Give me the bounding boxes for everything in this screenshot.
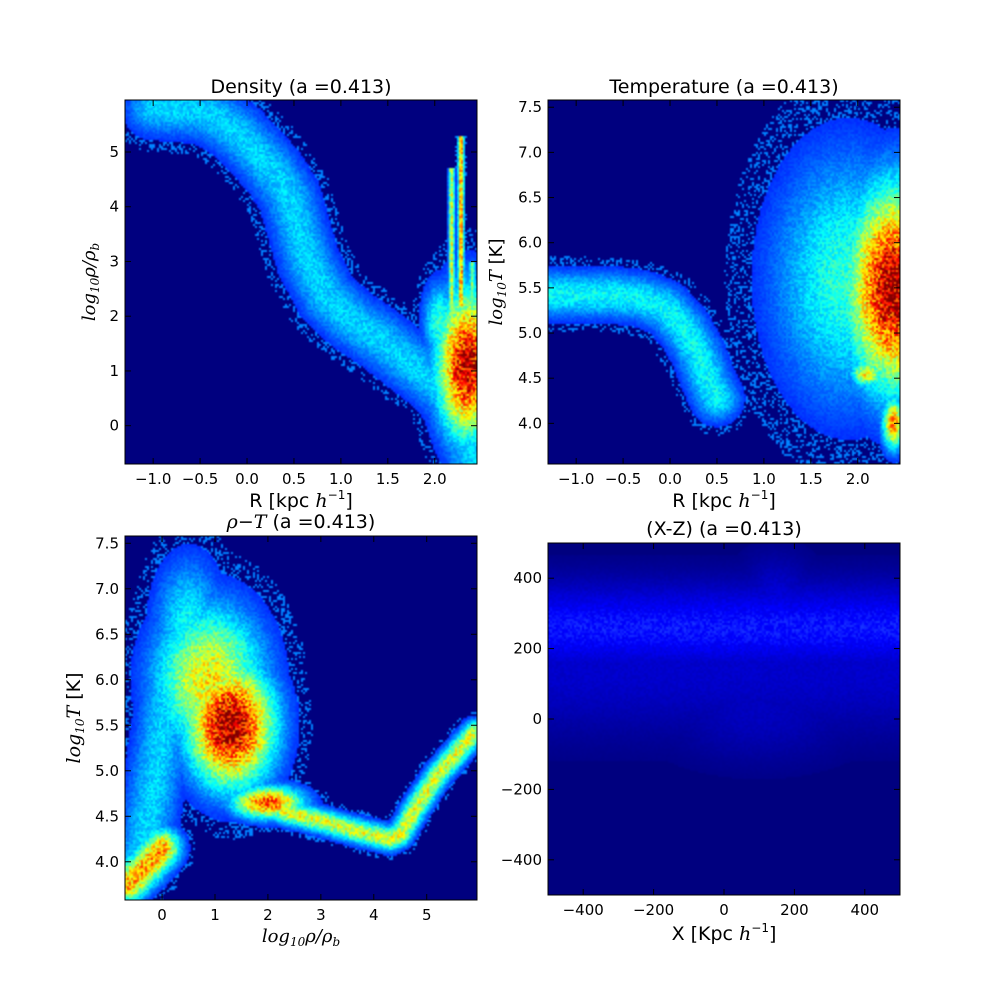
density-xtick-label: −0.5 xyxy=(182,470,218,488)
rho-t-ytick-label: 4.0 xyxy=(95,853,119,871)
xz-xtick-label: 400 xyxy=(850,901,879,919)
rho-t-ytick-label: 5.5 xyxy=(95,716,119,734)
rho-t-title: ρ−T (a =0.413) xyxy=(226,511,376,533)
temperature-ytick-label: 6.5 xyxy=(518,189,542,207)
xz-ytick-label: 400 xyxy=(513,569,542,587)
temperature-ticks: −1.0 −0.5 0.0 0.5 1.0 1.5 2.0 4.0 4.5 5.0 5.5 6.0 6.… xyxy=(518,98,900,488)
panel-rho-t: ρ−T (a =0.413) 0 1 2 3 4 5 4.0 4.5 5.0 5.5 6.0 6.5 7… xyxy=(63,511,478,949)
temperature-xtick-label: −0.5 xyxy=(605,470,641,488)
density-ytick-label: 5 xyxy=(109,143,119,161)
rho-t-ylabel: log10T [K] xyxy=(63,673,87,764)
xz-xtick-label: −200 xyxy=(633,901,674,919)
temperature-ytick-label: 4.5 xyxy=(518,369,542,387)
density-xtick-label: 0.5 xyxy=(282,470,306,488)
rho-t-xtick-label: 4 xyxy=(369,906,379,924)
temperature-ytick-label: 7.5 xyxy=(518,98,542,116)
temperature-xtick-label: 0.5 xyxy=(705,470,729,488)
temperature-title: Temperature (a =0.413) xyxy=(608,76,838,98)
temperature-ytick-label: 6.0 xyxy=(518,234,542,252)
xz-title: (X-Z) (a =0.413) xyxy=(646,518,802,540)
xz-ytick-label: 200 xyxy=(513,640,542,658)
temperature-xtick-label: 0.0 xyxy=(658,470,682,488)
rho-t-ytick-label: 7.5 xyxy=(95,534,119,552)
xz-xtick-label: 200 xyxy=(780,901,809,919)
density-heatmap xyxy=(125,100,477,464)
density-xtick-label: 0.0 xyxy=(235,470,259,488)
density-ytick-label: 3 xyxy=(109,252,119,270)
xz-ytick-label: −200 xyxy=(501,780,542,798)
xz-ytick-label: −400 xyxy=(501,851,542,869)
temperature-axes-frame xyxy=(547,99,901,465)
temperature-xtick-label: 2.0 xyxy=(846,470,870,488)
rho-t-xtick-label: 2 xyxy=(263,906,273,924)
density-ytick-label: 1 xyxy=(109,362,119,380)
rho-t-xtick-label: 1 xyxy=(210,906,220,924)
density-ylabel: log10ρ/ρb xyxy=(79,243,102,321)
xz-xtick-label: 0 xyxy=(719,901,729,919)
xz-ticks: −400 −200 0 200 400 −400 −200 0 200 400 xyxy=(501,543,900,919)
temperature-heatmap xyxy=(548,100,900,464)
temperature-xtick-label: 1.0 xyxy=(752,470,776,488)
xz-ytick-label: 0 xyxy=(532,710,542,728)
temperature-xtick-label: −1.0 xyxy=(558,470,594,488)
temperature-xtick-label: 1.5 xyxy=(799,470,823,488)
density-ticks: −1.0 −0.5 0.0 0.5 1.0 1.5 2.0 0 1 2 3 4 5 xyxy=(109,100,477,488)
xz-density-map xyxy=(548,543,900,895)
rho-t-xtick-label: 3 xyxy=(316,906,326,924)
temperature-ytick-label: 7.0 xyxy=(518,143,542,161)
rho-t-ytick-label: 6.5 xyxy=(95,625,119,643)
density-ytick-label: 2 xyxy=(109,307,119,325)
panel-density: Density (a =0.413) −1.0 −0.5 0.0 0.5 1.0 1.5 2… xyxy=(79,76,478,512)
rho-t-ytick-label: 5.0 xyxy=(95,762,119,780)
xz-xtick-label: −400 xyxy=(563,901,604,919)
rho-t-ytick-label: 7.0 xyxy=(95,580,119,598)
density-title: Density (a =0.413) xyxy=(210,76,391,98)
rho-t-heatmap xyxy=(125,536,477,900)
panel-temperature: Temperature (a =0.413) −1.0 −0.5 0.0 0.5 1.0… xyxy=(486,76,901,512)
rho-t-xtick-label: 0 xyxy=(157,906,167,924)
rho-t-ytick-label: 4.5 xyxy=(95,807,119,825)
rho-t-ytick-label: 6.0 xyxy=(95,671,119,689)
density-xtick-label: 1.5 xyxy=(376,470,400,488)
temperature-ytick-label: 4.0 xyxy=(518,414,542,432)
density-xtick-label: 2.0 xyxy=(423,470,447,488)
rho-t-axes-frame xyxy=(124,535,478,901)
panel-xz: (X-Z) (a =0.413) −400 −200 0 200 400 −400 −200… xyxy=(501,518,901,945)
density-ytick-label: 0 xyxy=(109,417,119,435)
rho-t-ticks: 0 1 2 3 4 5 4.0 4.5 5.0 5.5 6.0 6.5 7.0 7.5 xyxy=(95,534,477,924)
density-axes-frame xyxy=(124,99,478,465)
density-xtick-label: −1.0 xyxy=(135,470,171,488)
temperature-ytick-label: 5.0 xyxy=(518,324,542,342)
density-xtick-label: 1.0 xyxy=(329,470,353,488)
rho-t-xlabel: log10ρ/ρb xyxy=(262,926,340,949)
rho-t-xtick-label: 5 xyxy=(422,906,432,924)
temperature-ytick-label: 5.5 xyxy=(518,279,542,297)
temperature-ylabel: log10T [K] xyxy=(486,239,509,326)
density-ytick-label: 4 xyxy=(109,198,119,216)
